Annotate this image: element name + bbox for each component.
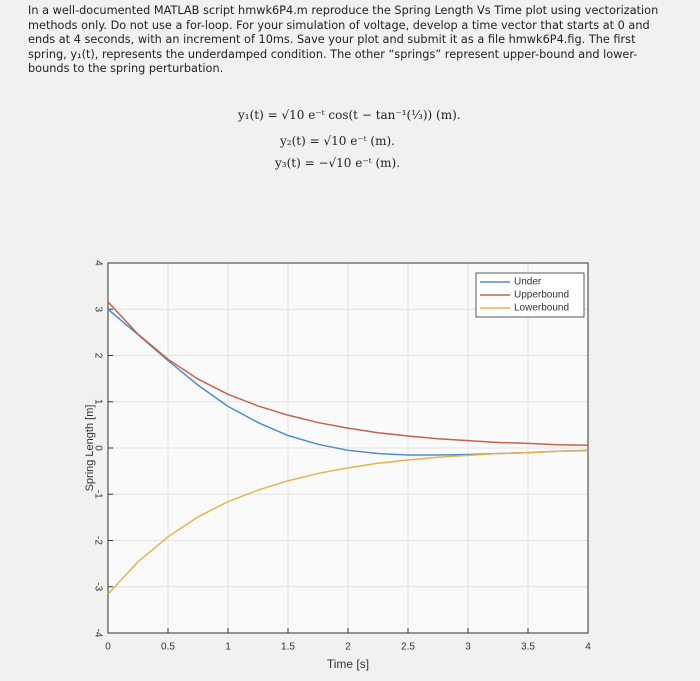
x-tick-label: 3	[465, 642, 471, 653]
legend-label: Upperbound	[514, 290, 569, 301]
y-tick-label: -1	[92, 490, 103, 499]
line-series	[107, 301, 589, 446]
y-tick-label: -2	[92, 536, 103, 545]
y-tick-label: 0	[92, 445, 103, 451]
axes-box	[107, 262, 589, 634]
legend-label: Under	[514, 277, 542, 288]
x-tick-label: 2	[345, 642, 351, 653]
y-tick-label: 3	[92, 306, 103, 312]
y-tick-label: 2	[92, 353, 103, 359]
x-tick-label: 2.5	[401, 642, 415, 653]
x-tick-label: 1.5	[281, 642, 295, 653]
x-tick-label: 3.5	[521, 642, 535, 653]
line-series	[107, 450, 589, 595]
problem-text: In a well-documented MATLAB script hmwk6…	[28, 4, 659, 75]
legend-label: Lowerbound	[514, 303, 569, 314]
y-tick-label: -4	[92, 629, 103, 638]
x-tick-label: 1	[225, 642, 231, 653]
x-tick-label: 4	[585, 642, 591, 653]
x-tick-label: 0	[105, 642, 111, 653]
y-tick-label: 1	[92, 399, 103, 405]
x-tick-label: 0.5	[161, 642, 175, 653]
y-tick-label: -3	[92, 582, 103, 591]
x-axis-label: Time [s]	[327, 657, 369, 671]
equation: y₂(t) = √10 e⁻ᵗ (m).	[280, 134, 395, 148]
equation: y₃(t) = −√10 e⁻ᵗ (m).	[275, 156, 401, 170]
y-tick-label: 4	[92, 260, 103, 266]
equation: y₁(t) = √10 e⁻ᵗ cos(t − tan⁻¹(⅓)) (m).	[238, 108, 461, 122]
y-axis-label: Spring Length [m]	[84, 405, 96, 492]
